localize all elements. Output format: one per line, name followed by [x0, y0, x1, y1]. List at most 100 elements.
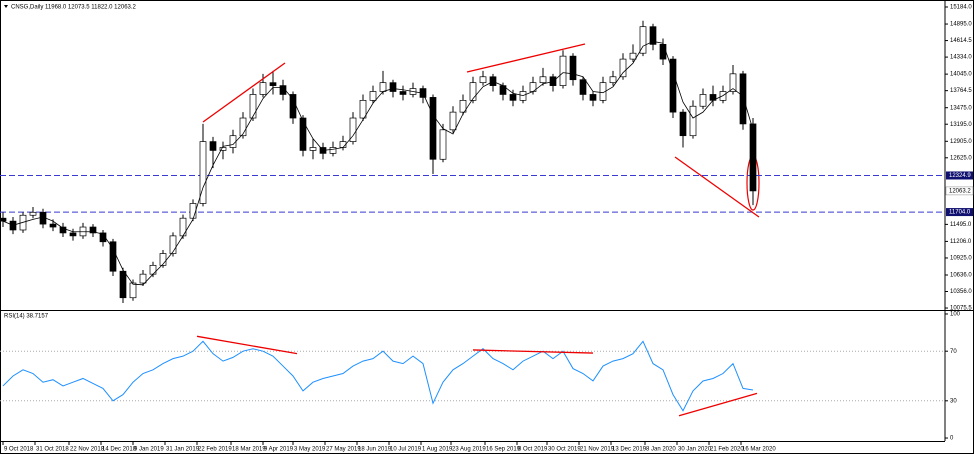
candle-body: [669, 58, 677, 113]
menu-icon: [4, 5, 8, 8]
x-tick-label: 10 Jul 2019: [390, 447, 422, 453]
y-tick-label: 13475.0: [950, 105, 972, 111]
x-tick-label: 30 Oct 2019: [548, 447, 581, 453]
candle-body: [639, 26, 647, 54]
candle-body: [89, 226, 97, 234]
candle-body: [459, 99, 467, 113]
y-tick-label: 14045.0: [950, 72, 972, 78]
y-tick-label: 10636.0: [950, 273, 972, 279]
candle-body: [479, 76, 487, 84]
x-tick-label: 31 Jan 2019: [166, 447, 200, 453]
candle-body: [389, 82, 397, 92]
candle-body: [0, 217, 7, 222]
y-tick-label: 100: [950, 312, 961, 318]
candle-body: [239, 117, 247, 137]
candle-body: [59, 226, 67, 234]
candle-body: [539, 76, 547, 84]
x-tick-label: 21 Nov 2019: [580, 447, 615, 453]
candle-body: [579, 79, 587, 95]
candle-body: [509, 94, 517, 101]
candle-body: [399, 91, 407, 95]
candle-body: [49, 223, 57, 228]
y-tick-label: 12905.0: [950, 139, 972, 145]
y-tick-label: 14614.5: [950, 38, 972, 44]
x-tick-label: 27 May 2019: [326, 447, 361, 453]
candle-body: [109, 241, 117, 272]
y-tick-label: 13764.5: [950, 88, 972, 94]
candle-body: [69, 232, 77, 237]
x-tick-label: 16 Mar 2020: [742, 447, 776, 453]
candle-body: [299, 117, 307, 151]
last-price-box: [945, 186, 974, 196]
candle-body: [179, 217, 187, 237]
candle-body: [119, 270, 127, 299]
x-tick-label: 3 May 2019: [294, 447, 326, 453]
chart-title: CNSG,Daily 11968.0 12073.5 11822.0 12063…: [11, 5, 137, 11]
y-tick-label: 30: [950, 398, 957, 404]
rsi-line: [2, 340, 754, 412]
trend-line: [466, 43, 586, 73]
candle-body: [199, 141, 207, 204]
y-tick-label: 0: [950, 436, 954, 442]
candle-body: [559, 55, 567, 86]
level-label-box: [946, 208, 973, 217]
candle-body: [619, 58, 627, 78]
candle-body: [749, 123, 757, 192]
candle-body: [589, 94, 597, 101]
x-tick-label: 13 Dec 2019: [612, 447, 647, 453]
candle-body: [359, 99, 367, 119]
candle-body: [139, 273, 147, 284]
candle-body: [379, 82, 387, 92]
y-tick-label: 15184.0: [950, 5, 972, 11]
y-tick-label: 11495.0: [950, 222, 972, 228]
candle-body: [229, 135, 237, 148]
candle-body: [439, 129, 447, 160]
y-tick-label: 12625.0: [950, 155, 972, 161]
x-tick-label: 18 Jun 2019: [358, 447, 392, 453]
candle-body: [309, 147, 317, 151]
last-price-label: 12063.2: [949, 188, 971, 194]
candle-body: [269, 82, 277, 86]
candle-body: [349, 117, 357, 142]
candle-body: [369, 91, 377, 101]
y-tick-label: 14895.0: [950, 22, 972, 28]
candle-body: [149, 264, 157, 275]
candle-body: [569, 55, 577, 81]
x-tick-label: 8 Oct 2019: [518, 447, 548, 453]
candle-body: [469, 82, 477, 101]
y-tick-label: 10075.5: [950, 306, 972, 312]
trend-line: [678, 392, 758, 417]
rsi-title: RSI(14) 38.7157: [4, 314, 49, 320]
x-tick-label: 1 Aug 2019: [422, 447, 453, 453]
x-tick-label: 23 Aug 2019: [452, 447, 486, 453]
candle-body: [189, 203, 197, 219]
y-tick-label: 13195.0: [950, 122, 972, 128]
candle-body: [279, 85, 287, 95]
x-tick-label: 22 Nov 2018: [70, 447, 105, 453]
candle-body: [29, 211, 37, 216]
candle-body: [209, 141, 217, 151]
candle-body: [699, 94, 707, 107]
trend-line: [196, 335, 298, 355]
trend-line: [674, 156, 760, 218]
candle-body: [249, 94, 257, 119]
x-tick-label: 9 Jan 2019: [134, 447, 164, 453]
x-tick-label: 16 Sep 2019: [486, 447, 521, 453]
trend-line: [202, 62, 286, 123]
candle-body: [329, 147, 337, 154]
moving-average: [2, 41, 754, 286]
candle-body: [159, 253, 167, 266]
candle-body: [289, 94, 297, 119]
level-label: 11704.0: [949, 210, 971, 216]
candle-body: [429, 97, 437, 160]
candle-body: [599, 82, 607, 101]
x-tick-label: 9 Oct 2018: [4, 447, 34, 453]
candle-body: [169, 235, 177, 254]
candle-body: [609, 76, 617, 84]
candle-body: [689, 105, 697, 137]
level-label: 12324.9: [949, 173, 971, 179]
trend-line: [472, 349, 594, 354]
y-tick-label: 70: [950, 349, 957, 355]
